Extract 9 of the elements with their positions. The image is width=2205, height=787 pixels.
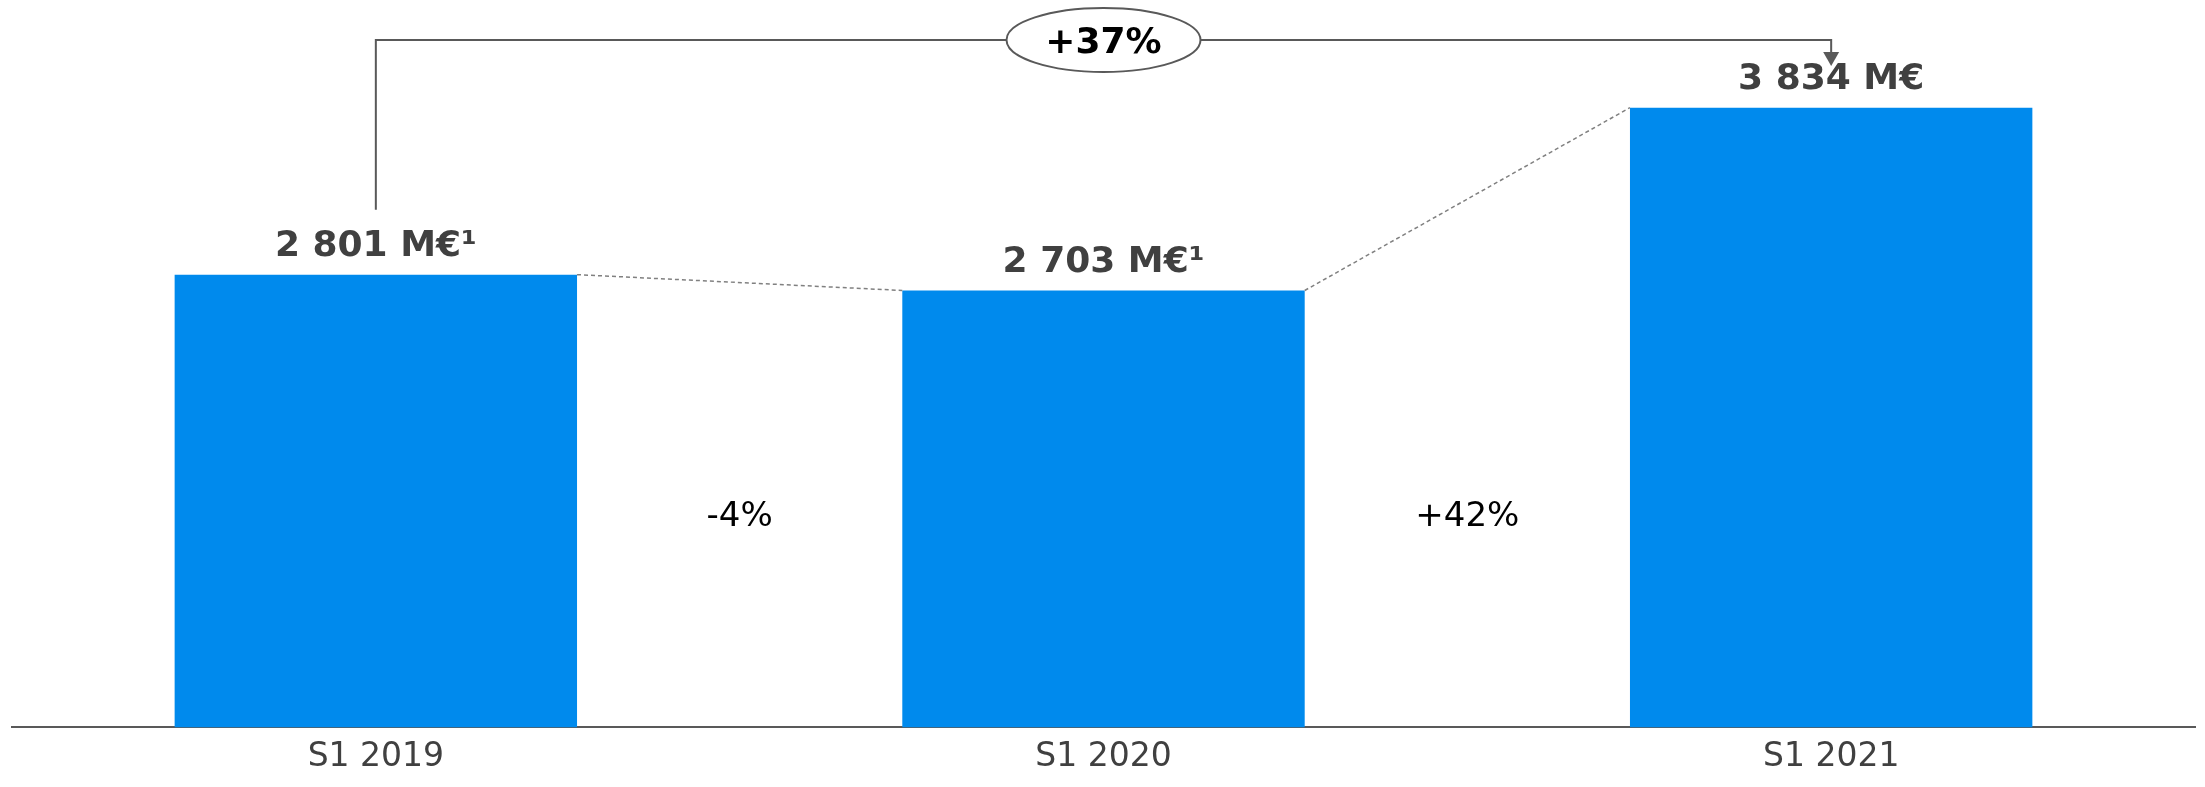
data-label: 3 834 M€: [1738, 56, 1925, 98]
annotation: +42%: [1415, 494, 1520, 535]
annotation: -4%: [706, 494, 773, 535]
x-tick-label: S1 2021: [1762, 734, 1900, 774]
data-label: 2 703 M€¹: [1002, 238, 1205, 280]
x-tick-label: S1 2020: [1035, 734, 1172, 774]
x-tick-label: S1 2019: [307, 734, 445, 774]
data-label: 2 801 M€¹: [274, 222, 477, 264]
text: +37%: [1045, 20, 1162, 61]
